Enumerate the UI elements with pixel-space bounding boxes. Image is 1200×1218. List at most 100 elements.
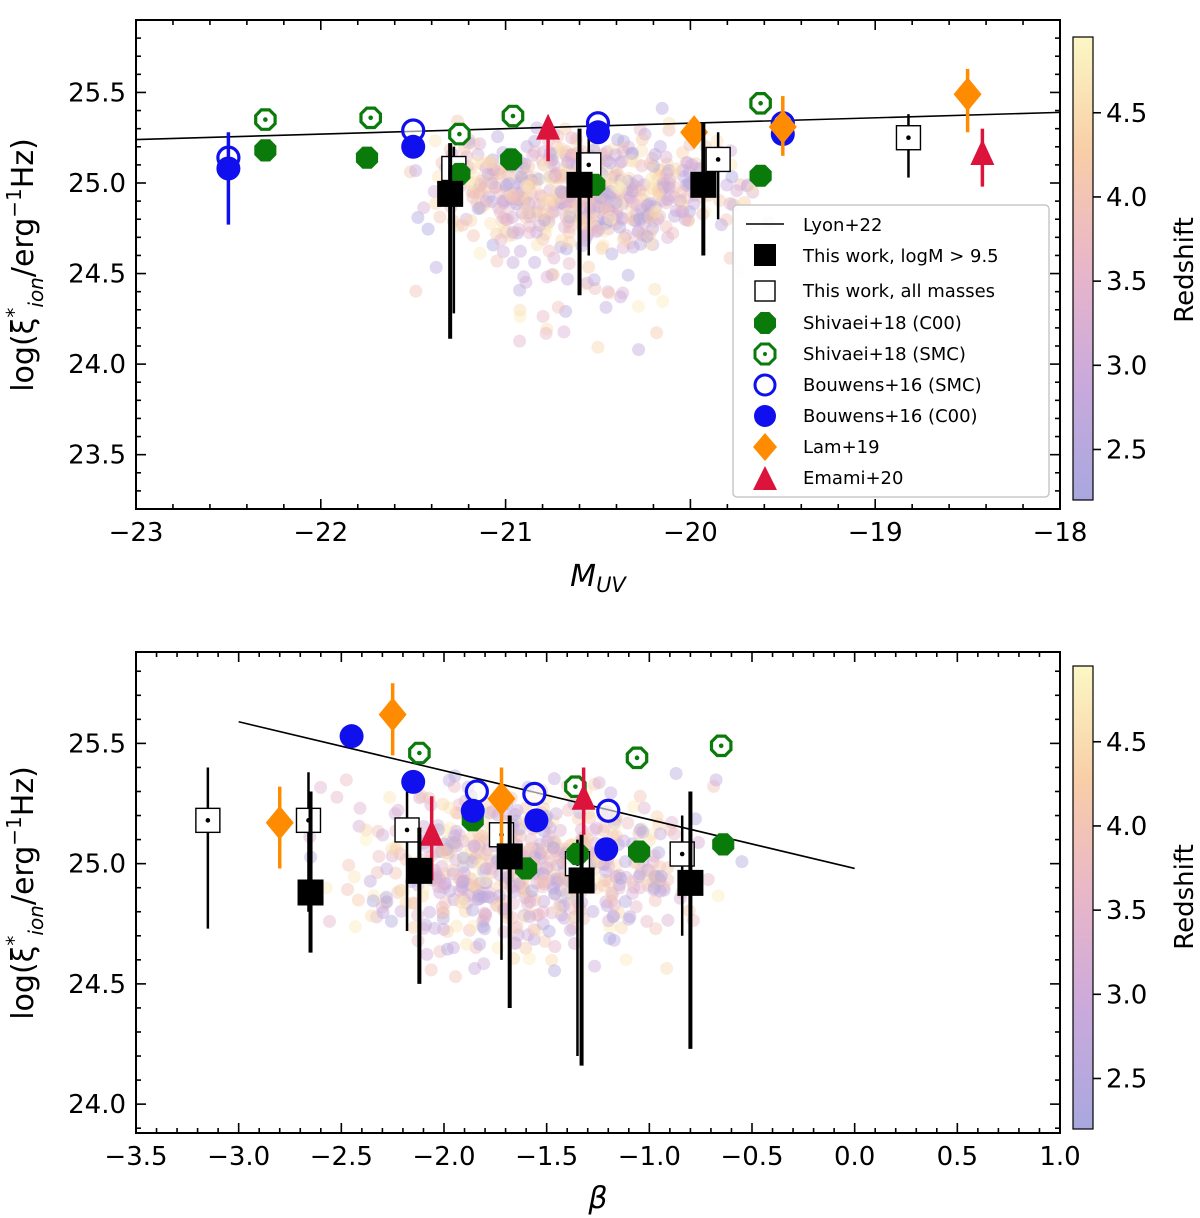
galaxy-point (616, 141, 630, 155)
galaxy-point (515, 195, 529, 209)
galaxy-point (383, 790, 397, 804)
galaxy-point (474, 177, 488, 191)
galaxy-point (499, 181, 513, 195)
x-axis-label: β (587, 1181, 607, 1216)
marker-triangle (571, 783, 596, 810)
galaxy-point (466, 856, 480, 870)
colorbar-tick-label: 4.0 (1106, 812, 1147, 842)
legend-label: Shivaei+18 (SMC) (803, 344, 966, 365)
galaxy-point (603, 932, 617, 945)
galaxy-point (622, 189, 635, 203)
galaxy-point (483, 806, 496, 820)
galaxy-point (679, 156, 693, 169)
galaxy-point (608, 168, 622, 182)
marker-center-dot (417, 750, 422, 756)
galaxy-point (633, 867, 647, 881)
galaxy-point (557, 911, 571, 925)
marker-square-filled (496, 843, 523, 870)
galaxy-point (667, 827, 681, 841)
galaxy-point (559, 144, 573, 158)
galaxy-point (599, 217, 613, 231)
galaxy-point (469, 880, 483, 894)
galaxy-point (530, 238, 544, 252)
galaxy-point (561, 207, 575, 221)
galaxy-point (493, 889, 507, 903)
marker-square-filled (568, 867, 595, 894)
galaxy-point (536, 867, 550, 881)
galaxy-point (432, 870, 446, 884)
galaxy-point (532, 172, 545, 186)
galaxy-point (407, 920, 421, 934)
galaxy-point (436, 906, 450, 920)
galaxy-point (323, 914, 336, 928)
galaxy-point (593, 221, 607, 235)
galaxy-point (659, 180, 673, 194)
galaxy-point (519, 204, 533, 218)
galaxy-point (612, 868, 626, 882)
galaxy-point (417, 201, 431, 215)
galaxy-point (618, 855, 632, 869)
galaxy-point (429, 260, 443, 274)
galaxy-point (505, 228, 519, 242)
galaxy-point (366, 894, 380, 908)
galaxy-point (629, 900, 643, 914)
galaxy-point (458, 866, 471, 880)
galaxy-point (609, 196, 623, 210)
galaxy-point (542, 210, 556, 224)
galaxy-point (538, 934, 552, 948)
galaxy-point (607, 170, 621, 184)
galaxy-point (513, 310, 527, 324)
galaxy-point (645, 181, 659, 195)
galaxy-point (520, 897, 534, 911)
galaxy-point (459, 848, 473, 862)
galaxy-point (561, 155, 575, 169)
triangle-icon (753, 466, 777, 490)
galaxy-point (511, 928, 525, 942)
galaxy-point (605, 886, 619, 900)
galaxy-point (537, 877, 551, 891)
galaxy-point (527, 923, 541, 937)
galaxy-point (511, 185, 525, 199)
galaxy-point (433, 872, 447, 886)
galaxy-point (518, 891, 532, 905)
galaxy-point (643, 210, 657, 224)
marker-center-dot (634, 755, 640, 761)
galaxy-point (488, 180, 502, 194)
galaxy-point (553, 823, 567, 837)
galaxy-point (477, 198, 491, 212)
galaxy-point (616, 194, 630, 208)
galaxy-point (554, 189, 568, 203)
galaxy-point (348, 920, 362, 934)
galaxy-point (554, 845, 568, 859)
galaxy-point (436, 912, 450, 925)
galaxy-point (625, 154, 638, 168)
galaxy-point (619, 228, 633, 242)
galaxy-point (562, 257, 576, 270)
galaxy-point (550, 170, 564, 184)
galaxy-point (647, 881, 661, 895)
galaxy-point (359, 823, 373, 837)
galaxy-point (514, 169, 528, 183)
marker-triangle (970, 139, 995, 166)
galaxy-point (632, 343, 646, 357)
galaxy-point (464, 214, 478, 227)
galaxy-point (633, 823, 647, 837)
galaxy-point (520, 845, 533, 859)
galaxy-point (662, 123, 676, 137)
galaxy-point (447, 779, 461, 793)
marker-square-filled (297, 879, 324, 906)
galaxy-point (522, 180, 536, 194)
galaxy-point (650, 870, 664, 884)
galaxy-point (441, 849, 455, 862)
galaxy-point (442, 801, 456, 815)
galaxy-point (560, 242, 573, 256)
galaxy-point (378, 892, 392, 906)
galaxy-point (513, 283, 527, 297)
galaxy-point (676, 205, 690, 219)
galaxy-point (441, 846, 455, 860)
galaxy-point (617, 834, 631, 848)
galaxy-point (437, 881, 451, 895)
galaxy-point (558, 122, 572, 136)
galaxy-point (534, 189, 548, 203)
galaxy-point (549, 168, 562, 181)
